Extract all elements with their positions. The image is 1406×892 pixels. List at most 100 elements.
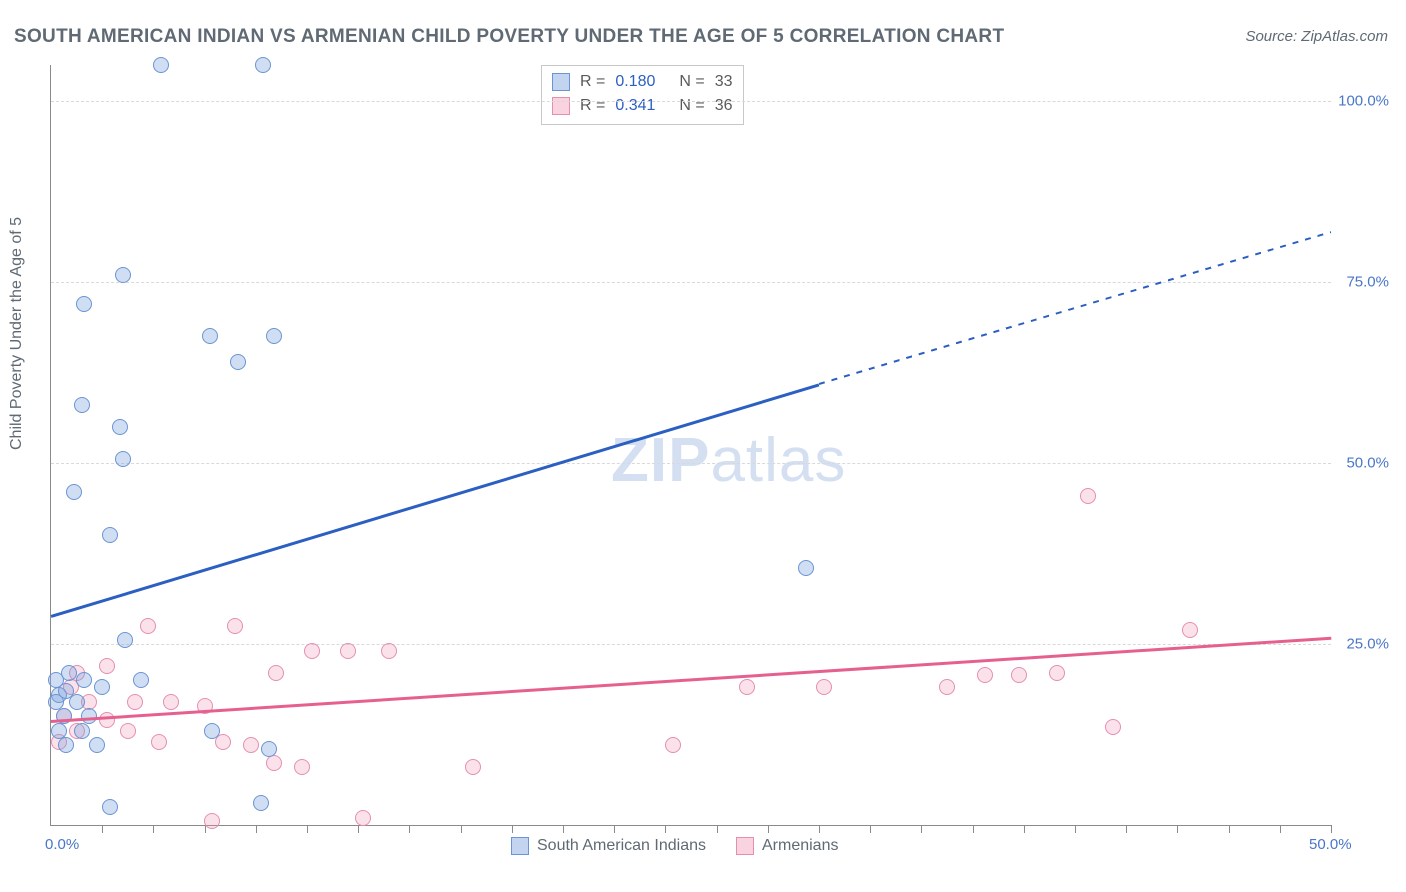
- y-tick-label: 100.0%: [1338, 93, 1389, 110]
- n-value: 36: [715, 97, 733, 115]
- data-point: [133, 672, 149, 688]
- x-tick: [256, 825, 257, 833]
- data-point: [99, 712, 115, 728]
- data-point: [127, 694, 143, 710]
- data-point: [1182, 622, 1198, 638]
- data-point: [115, 451, 131, 467]
- x-tick: [1126, 825, 1127, 833]
- data-point: [355, 810, 371, 826]
- chart-container: ZIPatlas R =0.180N =33R =0.341N =36 Sout…: [50, 65, 1390, 825]
- trend-line: [819, 232, 1332, 386]
- data-point: [1049, 665, 1065, 681]
- legend-swatch-icon: [552, 97, 570, 115]
- data-point: [76, 672, 92, 688]
- data-point: [74, 397, 90, 413]
- x-tick: [921, 825, 922, 833]
- data-point: [665, 737, 681, 753]
- x-tick-label: 50.0%: [1309, 836, 1352, 853]
- data-point: [255, 57, 271, 73]
- x-tick: [409, 825, 410, 833]
- data-point: [89, 737, 105, 753]
- x-tick: [1280, 825, 1281, 833]
- data-point: [381, 643, 397, 659]
- y-tick-label: 50.0%: [1346, 455, 1389, 472]
- data-point: [739, 679, 755, 695]
- x-tick: [1024, 825, 1025, 833]
- data-point: [99, 658, 115, 674]
- data-point: [204, 723, 220, 739]
- data-point: [204, 813, 220, 829]
- y-axis-label: Child Poverty Under the Age of 5: [8, 217, 26, 450]
- data-point: [465, 759, 481, 775]
- data-point: [340, 643, 356, 659]
- plot-area: ZIPatlas R =0.180N =33R =0.341N =36 Sout…: [50, 65, 1331, 826]
- legend-swatch-icon: [736, 837, 754, 855]
- legend-label: South American Indians: [537, 837, 706, 855]
- data-point: [94, 679, 110, 695]
- trend-line: [51, 384, 820, 618]
- x-tick-label: 0.0%: [45, 836, 79, 853]
- gridline: [51, 282, 1331, 283]
- data-point: [798, 560, 814, 576]
- stat-legend-row: R = 0.341 N = 36: [552, 94, 733, 118]
- data-point: [66, 484, 82, 500]
- source-label: Source: ZipAtlas.com: [1245, 28, 1388, 45]
- n-label: N =: [679, 97, 704, 115]
- data-point: [253, 795, 269, 811]
- watermark-rest: atlas: [710, 426, 846, 495]
- data-point: [266, 755, 282, 771]
- data-point: [939, 679, 955, 695]
- x-tick: [1177, 825, 1178, 833]
- data-point: [977, 667, 993, 683]
- r-value: 0.180: [615, 73, 655, 91]
- data-point: [304, 643, 320, 659]
- x-tick: [563, 825, 564, 833]
- data-point: [61, 665, 77, 681]
- data-point: [117, 632, 133, 648]
- r-value: 0.341: [615, 97, 655, 115]
- data-point: [294, 759, 310, 775]
- x-tick: [512, 825, 513, 833]
- stat-legend: R = 0.180 N = 33 R = 0.341 N = 36: [541, 65, 744, 125]
- legend-item: South American Indians: [511, 837, 706, 855]
- n-value: 33: [715, 73, 733, 91]
- gridline: [51, 463, 1331, 464]
- data-point: [69, 694, 85, 710]
- data-point: [1105, 719, 1121, 735]
- data-point: [243, 737, 259, 753]
- x-tick: [768, 825, 769, 833]
- x-tick: [1331, 825, 1332, 833]
- x-tick: [819, 825, 820, 833]
- legend-swatch-icon: [511, 837, 529, 855]
- stat-legend-row: R = 0.180 N = 33: [552, 70, 733, 94]
- r-label: R =: [580, 73, 605, 91]
- data-point: [230, 354, 246, 370]
- x-tick: [717, 825, 718, 833]
- data-point: [163, 694, 179, 710]
- page-title: SOUTH AMERICAN INDIAN VS ARMENIAN CHILD …: [14, 26, 1004, 48]
- data-point: [120, 723, 136, 739]
- y-tick-label: 75.0%: [1346, 274, 1389, 291]
- legend-item: Armenians: [736, 837, 838, 855]
- data-point: [227, 618, 243, 634]
- data-point: [102, 527, 118, 543]
- x-tick: [358, 825, 359, 833]
- r-label: R =: [580, 97, 605, 115]
- data-point: [58, 737, 74, 753]
- x-tick: [614, 825, 615, 833]
- x-tick: [153, 825, 154, 833]
- data-point: [1080, 488, 1096, 504]
- data-point: [261, 741, 277, 757]
- x-tick: [307, 825, 308, 833]
- trend-line: [51, 637, 1331, 723]
- x-tick: [870, 825, 871, 833]
- x-tick: [102, 825, 103, 833]
- x-tick: [665, 825, 666, 833]
- data-point: [140, 618, 156, 634]
- x-tick: [1229, 825, 1230, 833]
- data-point: [74, 723, 90, 739]
- legend-swatch-icon: [552, 73, 570, 91]
- data-point: [202, 328, 218, 344]
- data-point: [816, 679, 832, 695]
- n-label: N =: [679, 73, 704, 91]
